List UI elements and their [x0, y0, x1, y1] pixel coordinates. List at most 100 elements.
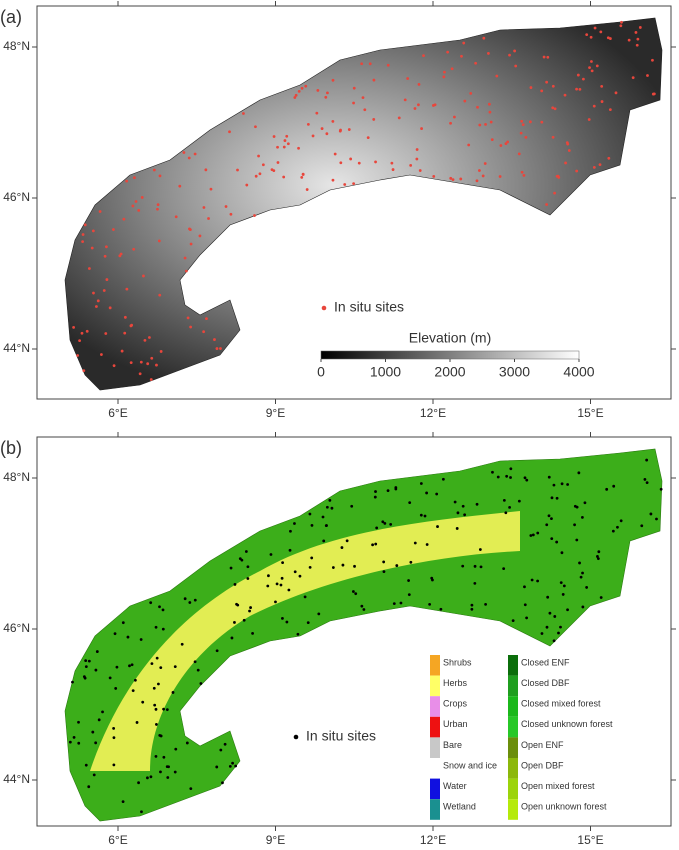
- site-dot: [382, 560, 386, 564]
- site-dot: [230, 636, 234, 640]
- site-dot: [87, 785, 91, 789]
- site-dot: [415, 148, 419, 151]
- site-dot: [522, 173, 526, 177]
- site-dot: [542, 55, 546, 59]
- site-dot: [84, 763, 88, 767]
- legend-swatch: [508, 778, 518, 800]
- site-dot: [502, 567, 506, 571]
- site-dot: [317, 612, 321, 616]
- site-dot: [183, 597, 187, 601]
- site-dot: [546, 595, 550, 599]
- site-dot: [103, 254, 107, 258]
- site-dot: [340, 546, 344, 549]
- site-dot: [552, 483, 556, 487]
- site-dot: [189, 787, 193, 791]
- site-dot: [297, 89, 301, 93]
- site-dot: [245, 183, 249, 187]
- site-dot: [149, 775, 153, 779]
- site-dot: [593, 26, 597, 30]
- site-dot: [646, 74, 649, 77]
- site-dot: [229, 212, 233, 216]
- site-dot: [303, 595, 307, 599]
- site-dot: [386, 63, 390, 67]
- site-dot: [90, 246, 94, 250]
- site-dot: [459, 177, 463, 181]
- site-dot: [134, 200, 138, 203]
- site-dot: [473, 581, 477, 585]
- site-dot: [184, 269, 188, 273]
- site-dot: [560, 482, 564, 486]
- site-dot: [138, 372, 142, 376]
- map-frame: [36, 5, 672, 400]
- site-dot: [596, 555, 599, 558]
- site-dot: [238, 557, 242, 561]
- site-dot: [449, 121, 452, 125]
- site-dot: [180, 642, 184, 646]
- site-dot: [550, 537, 554, 541]
- site-dot: [469, 91, 473, 95]
- site-dot: [330, 506, 334, 510]
- site-dot: [155, 656, 159, 660]
- site-dot: [161, 608, 165, 612]
- site-dot: [101, 710, 104, 714]
- site-dot: [374, 490, 377, 493]
- site-dot: [413, 541, 417, 545]
- site-dot: [125, 287, 129, 291]
- site-dot: [614, 91, 618, 95]
- site-dot: [146, 776, 149, 780]
- legend-label: Closed DBF: [521, 678, 570, 688]
- site-dot: [310, 523, 314, 527]
- site-dot: [276, 161, 280, 164]
- site-dot: [409, 163, 413, 167]
- site-dot: [455, 527, 459, 530]
- site-dot: [590, 69, 594, 73]
- legend-label: In situ sites: [334, 299, 404, 315]
- site-dot: [655, 517, 658, 521]
- site-dot: [504, 511, 508, 515]
- site-dot: [555, 540, 559, 544]
- site-dot: [104, 332, 108, 335]
- site-dot: [285, 620, 289, 624]
- site-dot: [229, 566, 233, 570]
- site-dot: [425, 543, 429, 546]
- colorbar-tick-label: 3000: [499, 364, 530, 380]
- site-dot: [139, 638, 143, 641]
- site-dot: [186, 316, 190, 320]
- site-dot: [372, 78, 376, 82]
- site-dot: [331, 566, 335, 569]
- site-dot: [140, 810, 143, 814]
- site-dot: [394, 487, 398, 491]
- x-tick-label: 9°E: [266, 833, 285, 847]
- site-dot: [83, 676, 87, 680]
- site-dot: [418, 169, 422, 172]
- site-dot: [578, 561, 581, 565]
- site-dot: [133, 176, 136, 180]
- site-dot: [286, 142, 290, 146]
- site-dot: [293, 570, 297, 574]
- site-dot: [564, 161, 567, 165]
- site-dot: [112, 364, 116, 368]
- site-dot: [112, 228, 115, 231]
- site-dot: [592, 165, 596, 169]
- site-dot: [546, 55, 550, 59]
- site-dot: [113, 632, 117, 636]
- site-dot: [523, 476, 527, 480]
- site-dot: [85, 329, 89, 333]
- site-dot: [207, 217, 210, 220]
- site-dot: [643, 478, 647, 481]
- site-dot: [171, 691, 175, 694]
- site-dot: [363, 108, 367, 112]
- site-dot: [470, 607, 474, 611]
- site-dot: [281, 561, 284, 565]
- site-dot: [439, 607, 443, 611]
- site-dot: [121, 621, 125, 625]
- site-dot: [142, 274, 145, 278]
- site-dot: [148, 336, 151, 339]
- legend-label: Wetland: [443, 802, 476, 812]
- site-dot: [258, 172, 262, 176]
- site-dot: [419, 513, 423, 517]
- site-dot: [419, 482, 423, 485]
- site-dot: [606, 36, 610, 40]
- site-dot: [490, 138, 494, 142]
- site-dot: [267, 574, 270, 578]
